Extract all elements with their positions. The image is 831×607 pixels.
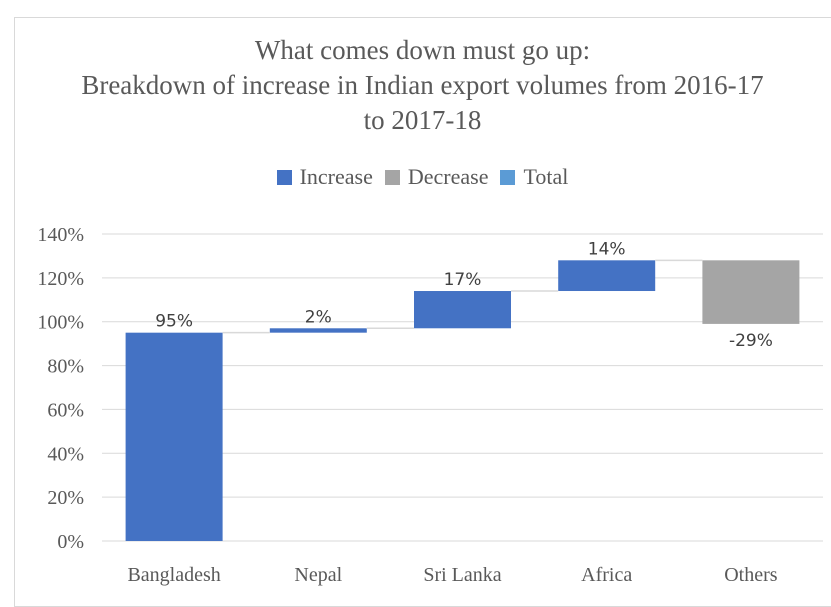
data-label: 2% [305,307,332,327]
waterfall-bar [414,291,511,329]
waterfall-chart: 0% 20% 40% 60% 80% 100% 120% 140% 95% Bangladesh 2… [37,224,823,586]
x-tick-label: Nepal [294,564,342,586]
y-tick-label: 140% [37,224,84,246]
chart-title-line-3: to 2017-18 [363,105,482,135]
chart-legend: Increase Decrease Total [14,164,831,190]
legend-label-decrease: Decrease [407,164,489,189]
x-tick-label: Bangladesh [127,564,220,586]
y-tick-label: 20% [47,487,84,509]
legend-item-decrease: Decrease [384,164,489,190]
x-tick-label: Others [724,564,778,586]
y-tick-label: 80% [47,356,84,378]
data-label: 14% [588,239,626,259]
legend-swatch-decrease [384,169,400,185]
y-tick-label: 120% [37,268,84,290]
chart-title-line-1: What comes down must go up: [254,35,591,65]
waterfall-bar [125,332,223,541]
waterfall-bar [702,260,800,324]
legend-swatch-total [500,169,516,185]
data-label: 17% [444,270,482,290]
x-tick-label: Africa [581,564,632,586]
data-label: -29% [729,331,773,351]
waterfall-bar [269,328,367,333]
y-tick-label: 40% [47,443,84,465]
y-tick-label: 60% [47,399,84,421]
y-tick-label: 0% [57,531,84,553]
chart-title-line-2: Breakdown of increase in Indian export v… [81,70,764,100]
legend-item-increase: Increase [276,164,373,190]
y-tick-label: 100% [37,312,84,334]
legend-label-increase: Increase [299,164,373,189]
legend-swatch-increase [276,169,292,185]
x-tick-label: Sri Lanka [423,564,501,586]
data-label: 95% [155,312,193,332]
legend-label-total: Total [523,164,569,189]
waterfall-bar [558,260,656,292]
legend-item-total: Total [500,164,568,190]
